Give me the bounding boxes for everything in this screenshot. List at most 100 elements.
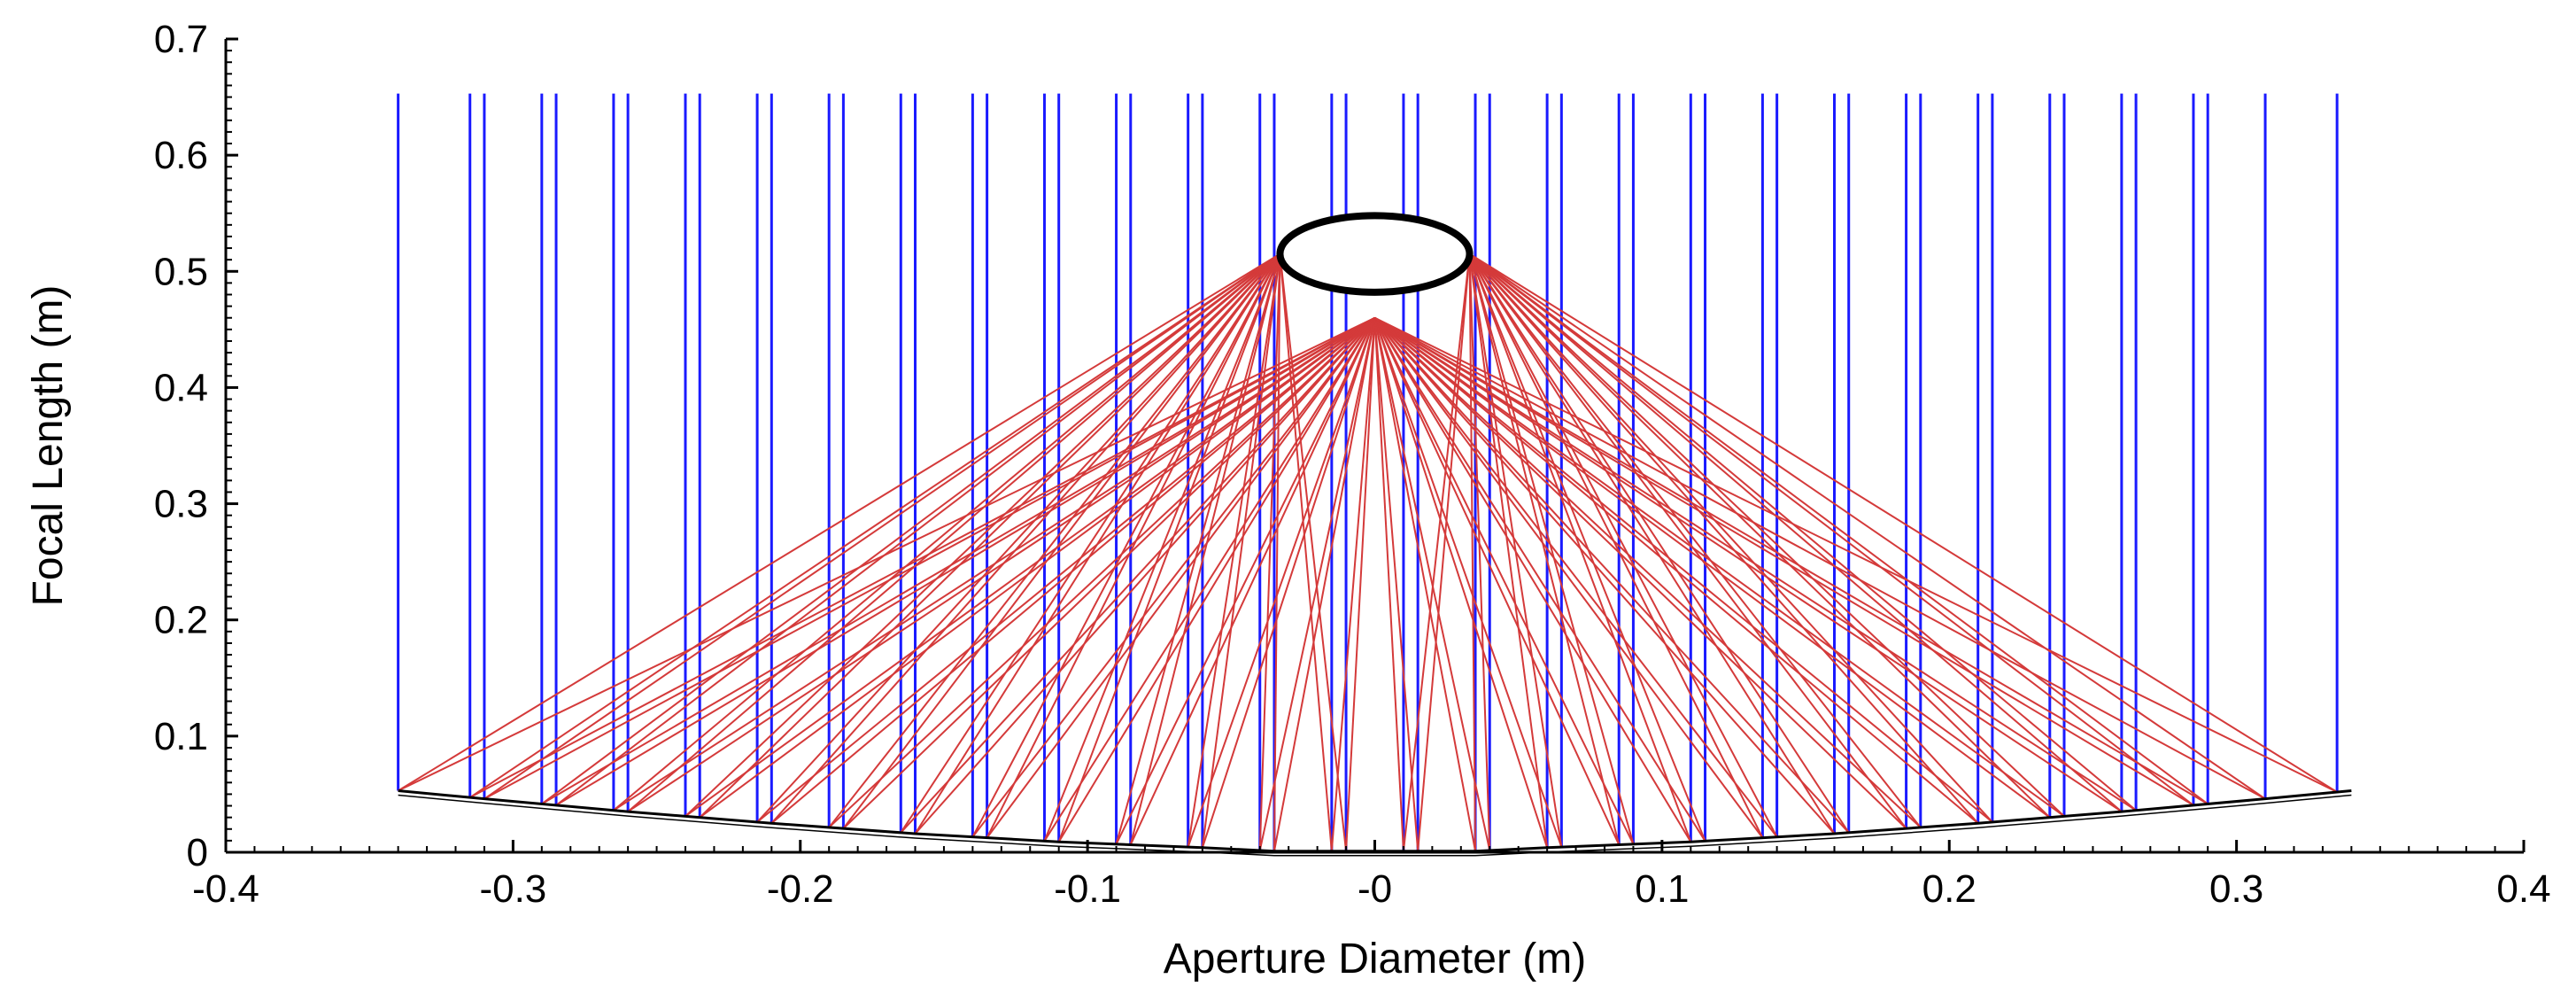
reflected-ray	[1468, 252, 2065, 818]
receiver-ellipse	[1276, 212, 1474, 296]
reflected-ray	[1468, 253, 1477, 851]
reflected-ray	[1374, 316, 2266, 800]
reflected-ray	[1468, 253, 1621, 845]
reflected-ray	[699, 252, 1281, 819]
y-axis-ticks: 0 0.1 0.2 0.3 0.4 0.5 0.6 0.7	[154, 18, 238, 874]
reflected-ray	[842, 253, 1281, 829]
reflected-ray	[1187, 253, 1281, 848]
reflected-ray	[1468, 253, 1491, 851]
reflected-ray	[1373, 316, 1979, 824]
reflected-ray	[1468, 252, 1993, 823]
reflected-rays	[398, 252, 2338, 851]
reflected-ray	[469, 252, 1281, 798]
reflected-ray	[1129, 317, 1376, 845]
reflected-ray	[914, 253, 1281, 835]
y-tick-label: 0.1	[154, 715, 208, 758]
reflected-ray	[398, 252, 1280, 792]
reflected-ray	[1373, 317, 1477, 851]
x-tick-label: -0	[1358, 867, 1392, 911]
x-axis-ticks: -0.4 -0.3 -0.2 -0.1 -0 0.1 0.2 0.3 0.4	[192, 840, 2551, 911]
reflected-ray	[1373, 317, 1635, 845]
reflected-ray	[1373, 317, 1420, 851]
reflected-ray	[1373, 317, 1563, 848]
reflected-ray	[770, 252, 1281, 824]
reflected-ray	[1468, 252, 2123, 812]
reflected-ray	[483, 252, 1281, 800]
axes: -0.4 -0.3 -0.2 -0.1 -0 0.1 0.2 0.3 0.4 0 0.1 0.2 0.…	[154, 18, 2551, 911]
reflected-ray	[1373, 317, 1549, 849]
reflected-ray	[1468, 252, 2266, 800]
x-tick-label: 0.2	[1922, 867, 1976, 911]
reflected-ray	[1468, 252, 2209, 805]
reflected-ray	[842, 317, 1376, 829]
reflected-ray	[900, 253, 1281, 834]
reflected-ray	[1373, 316, 2137, 812]
reflected-ray	[1043, 253, 1281, 842]
reflected-ray	[756, 252, 1281, 823]
reflected-ray	[1201, 253, 1281, 848]
reflected-ray	[1373, 316, 2051, 819]
reflected-ray	[1468, 252, 2137, 812]
reflected-ray	[1373, 317, 1764, 839]
reflected-ray	[1057, 317, 1376, 843]
reflected-ray	[685, 316, 1376, 818]
reflected-ray	[627, 252, 1281, 812]
reflected-ray	[1402, 253, 1471, 851]
reflected-ray	[1373, 316, 2194, 806]
reflected-ray	[1373, 317, 1922, 828]
reflected-ray	[756, 316, 1376, 823]
reflected-ray	[1273, 253, 1281, 851]
reflected-ray	[1373, 316, 2123, 812]
receiver-tube	[1276, 212, 1474, 296]
reflected-ray	[1201, 317, 1376, 849]
reflector-curve-back	[398, 794, 2352, 857]
x-tick-label: -0.3	[479, 867, 546, 911]
reflected-ray	[1468, 252, 2051, 819]
reflected-ray	[555, 252, 1281, 806]
reflected-ray	[1373, 317, 1907, 829]
reflected-ray	[541, 252, 1281, 805]
reflected-ray	[1373, 317, 1706, 842]
reflected-ray	[1373, 316, 1993, 823]
reflected-ray	[1468, 253, 1549, 848]
reflected-ray	[1115, 253, 1281, 845]
reflected-ray	[1468, 253, 1907, 829]
reflected-ray	[1273, 317, 1376, 851]
y-tick-label: 0.2	[154, 599, 208, 642]
y-tick-label: 0.7	[154, 18, 208, 61]
reflected-ray	[971, 253, 1281, 838]
reflected-ray	[1373, 317, 1621, 845]
reflected-ray	[1468, 253, 1850, 834]
reflected-ray	[1469, 252, 2338, 793]
y-tick-label: 0.5	[154, 250, 208, 293]
reflected-ray	[469, 316, 1375, 799]
x-tick-label: 0.1	[1635, 867, 1689, 911]
reflected-ray	[986, 253, 1281, 839]
y-tick-label: 0.4	[154, 366, 208, 409]
y-tick-label: 0.6	[154, 134, 208, 177]
reflected-ray	[971, 317, 1376, 838]
reflected-ray	[1345, 317, 1376, 851]
reflected-ray	[1468, 252, 2194, 806]
reflected-ray	[1373, 317, 1491, 851]
reflected-ray	[1373, 317, 1404, 851]
reflected-ray	[1057, 253, 1281, 843]
reflected-ray	[986, 317, 1376, 839]
reflected-ray	[1373, 317, 1850, 834]
reflected-ray	[1043, 317, 1376, 842]
reflected-ray	[699, 316, 1376, 819]
reflected-ray	[1468, 252, 1922, 828]
y-tick-label: 0	[187, 831, 208, 874]
reflected-ray	[1373, 316, 2065, 818]
x-axis-title: Aperture Diameter (m)	[1164, 936, 1586, 983]
reflected-ray	[1468, 253, 1764, 839]
reflected-ray	[1373, 317, 1778, 838]
reflected-ray	[1373, 316, 2209, 805]
reflected-ray	[1468, 253, 1778, 838]
reflected-ray	[1187, 317, 1376, 848]
x-tick-label: -0.2	[767, 867, 834, 911]
x-tick-label: -0.1	[1054, 867, 1121, 911]
x-tick-label: 0.3	[2209, 867, 2263, 911]
reflected-ray	[1374, 316, 2338, 793]
